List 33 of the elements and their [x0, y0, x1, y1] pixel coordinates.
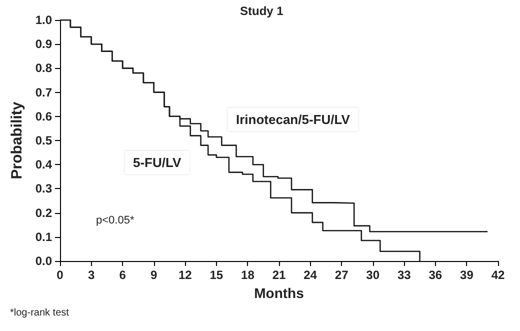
x-tick-label: 30 — [366, 268, 380, 282]
x-tick-label: 0 — [56, 268, 64, 282]
y-tick-label: 0.7 — [35, 85, 52, 100]
x-tick-label: 18 — [241, 268, 255, 282]
y-tick-label: 0.6 — [35, 109, 52, 124]
annotation: p<0.05* — [96, 214, 135, 226]
text: *log-rank test — [10, 308, 70, 318]
y-tick-label: 0.3 — [35, 182, 52, 196]
x-tick-label: 3 — [88, 268, 95, 282]
x-axis-title: Months — [254, 284, 304, 301]
y-tick-label: 0.0 — [35, 254, 52, 268]
x-tick-label: 12 — [178, 268, 192, 282]
y-tick-label: 0.1 — [35, 230, 52, 244]
x-tick-label: 33 — [397, 268, 412, 282]
y-axis-title: Probability — [8, 101, 26, 180]
x-tick-label: 9 — [150, 268, 158, 282]
y-tick-label: 0.8 — [35, 61, 52, 76]
y-tick-label: 0.4 — [35, 158, 52, 172]
x-tick-label: 39 — [460, 268, 474, 282]
y-tick-label: 1.0 — [35, 13, 52, 27]
x-tick-label: 24 — [304, 268, 318, 282]
x-tick-label: 15 — [210, 268, 224, 282]
x-tick-label: 36 — [428, 268, 442, 282]
x-tick-label: 42 — [491, 268, 505, 282]
x-tick-label: 21 — [272, 268, 286, 282]
series-label: 5-FU/LV — [133, 155, 182, 170]
x-tick-label: 27 — [334, 268, 349, 282]
x-tick-label: 6 — [119, 268, 126, 282]
chart-title: Study 1 — [240, 4, 284, 18]
y-tick-label: 0.5 — [35, 134, 52, 148]
series-label: Irinotecan/5-FU/LV — [236, 112, 350, 127]
y-tick-label: 0.2 — [35, 206, 52, 220]
y-tick-label: 0.9 — [35, 37, 52, 52]
